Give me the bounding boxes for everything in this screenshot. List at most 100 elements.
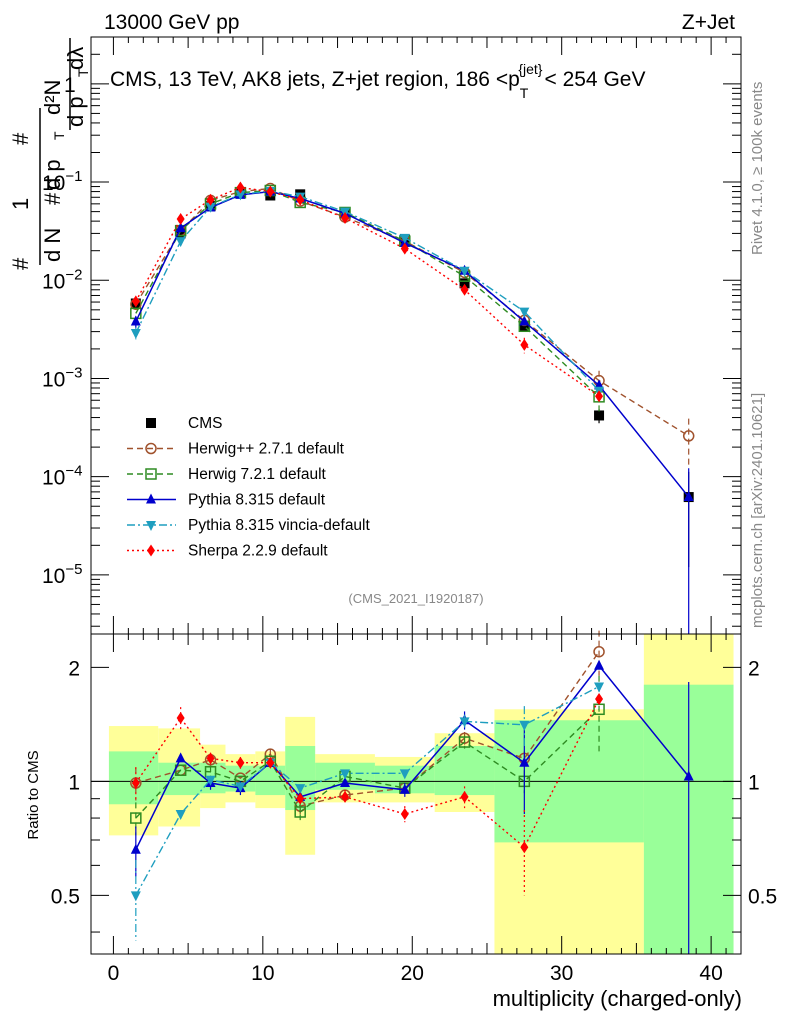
ratio-point (131, 777, 140, 790)
ratio-point (593, 645, 605, 658)
x-tick-label: 10 (251, 962, 274, 985)
ratio-line (135, 708, 600, 819)
ratio-series-sherpa-2-2-9-default (131, 693, 604, 896)
data-point (683, 491, 694, 502)
legend-label: Herwig 7.2.1 default (188, 466, 327, 483)
ratio-y-axis-label: Ratio to CMS (25, 750, 42, 839)
data-point (460, 283, 469, 296)
y-tick-label: 10−5 (42, 561, 82, 588)
svg-text:#: # (8, 132, 33, 145)
ratio-point (519, 720, 530, 731)
ratio-frame (90, 633, 742, 955)
data-point (399, 233, 410, 244)
series-pythia-8-315-vincia-default (130, 187, 605, 397)
series-line (135, 190, 600, 392)
legend-label: Sherpa 2.2.9 default (188, 543, 328, 560)
ratio-point (399, 769, 410, 780)
ratio-point (175, 752, 186, 763)
ratio-point (235, 782, 246, 793)
ratio-point (205, 775, 216, 786)
ratio-point (400, 807, 409, 820)
data-point (520, 338, 529, 351)
data-point (519, 321, 530, 332)
series-line (135, 186, 600, 397)
ratio-point (206, 752, 215, 765)
data-point (459, 278, 470, 289)
ratio-point (175, 809, 186, 820)
data-point (130, 315, 141, 326)
y-tick-label: 10−2 (42, 266, 82, 293)
data-point (236, 181, 245, 194)
x-tick-label: 40 (699, 962, 722, 985)
ratio-point (236, 756, 245, 769)
main-plot: 10−510−410−310−210−11 (42, 36, 742, 634)
ratio-line (135, 664, 690, 851)
legend-marker (147, 544, 155, 557)
x-axis-label: multiplicity (charged-only) (493, 986, 742, 1011)
legend-item: Herwig 7.2.1 default (127, 466, 327, 483)
mcplots-label: mcplots.cern.ch [arXiv:2401.10621] (749, 393, 766, 628)
series-line (135, 190, 690, 498)
ratio-y-tick-label: 1 (748, 771, 760, 794)
ratio-point (296, 792, 305, 805)
ratio-series-pythia-8-315-vincia-default (130, 682, 605, 941)
series-herwig-7-2-1-default (130, 184, 605, 413)
legend-label: CMS (188, 415, 222, 432)
data-point (176, 213, 185, 226)
ratio-point (594, 682, 605, 693)
data-point (235, 190, 246, 201)
data-point (682, 430, 695, 442)
ratio-point (130, 843, 141, 854)
legend-marker (145, 468, 157, 480)
ratio-point (341, 790, 350, 803)
svg-text:d p: d p (63, 96, 88, 127)
ratio-point (459, 717, 470, 728)
ratio-point (594, 659, 605, 670)
process-label: Z+Jet (682, 11, 735, 34)
legend-marker (146, 493, 156, 504)
y-tick-label: 10−1 (42, 168, 82, 195)
ratio-point (520, 841, 529, 854)
data-point (130, 329, 141, 340)
data-point (519, 315, 530, 326)
series-pythia-8-315-default (130, 185, 694, 634)
svg-text:dλ: dλ (63, 47, 88, 70)
ratio-point (266, 756, 275, 769)
ratio-point (595, 693, 604, 706)
ratio-y-tick-label: 0.5 (51, 885, 80, 908)
x-tick-label: 30 (550, 962, 573, 985)
ratio-y-tick-label: 1 (68, 771, 80, 794)
ratio-point (460, 790, 469, 803)
svg-text:d N: d N (40, 228, 65, 262)
ratio-series-pythia-8-315-default (130, 659, 694, 954)
ratio-y-tick-label: 2 (68, 657, 80, 680)
svg-text:1: 1 (8, 198, 33, 210)
legend-marker (145, 442, 157, 455)
legend-marker (146, 418, 156, 428)
data-point (175, 237, 186, 248)
ratio-point (176, 712, 185, 725)
x-tick-label: 20 (401, 962, 424, 985)
svg-text:#: # (40, 192, 65, 205)
ratio-y-tick-label: 0.5 (748, 885, 777, 908)
ratio-point (340, 777, 351, 788)
x-tick-label: 0 (108, 962, 120, 985)
plot-title: CMS, 13 TeV, AK8 jets, Z+jet region, 186… (110, 61, 645, 101)
svg-text:d p: d p (40, 159, 65, 190)
legend-item: CMS (146, 415, 222, 432)
data-point (131, 295, 140, 308)
legend-item: Pythia 8.315 default (127, 492, 326, 509)
analysis-tag: (CMS_2021_I1920187) (348, 591, 483, 606)
legend: CMS Herwig++ 2.7.1 default Herwig 7.2.1 de… (127, 415, 371, 560)
legend-item: Herwig++ 2.7.1 default (127, 441, 345, 458)
svg-text:#: # (8, 257, 33, 270)
data-point (400, 242, 409, 255)
y-tick-label: 10−3 (42, 364, 82, 391)
series-line (135, 187, 690, 437)
data-point (206, 193, 215, 206)
series-sherpa-2-2-9-default (131, 181, 604, 403)
svg-text:T: T (51, 131, 67, 140)
data-point (175, 228, 186, 239)
data-point (341, 212, 350, 225)
data-point (266, 185, 275, 198)
